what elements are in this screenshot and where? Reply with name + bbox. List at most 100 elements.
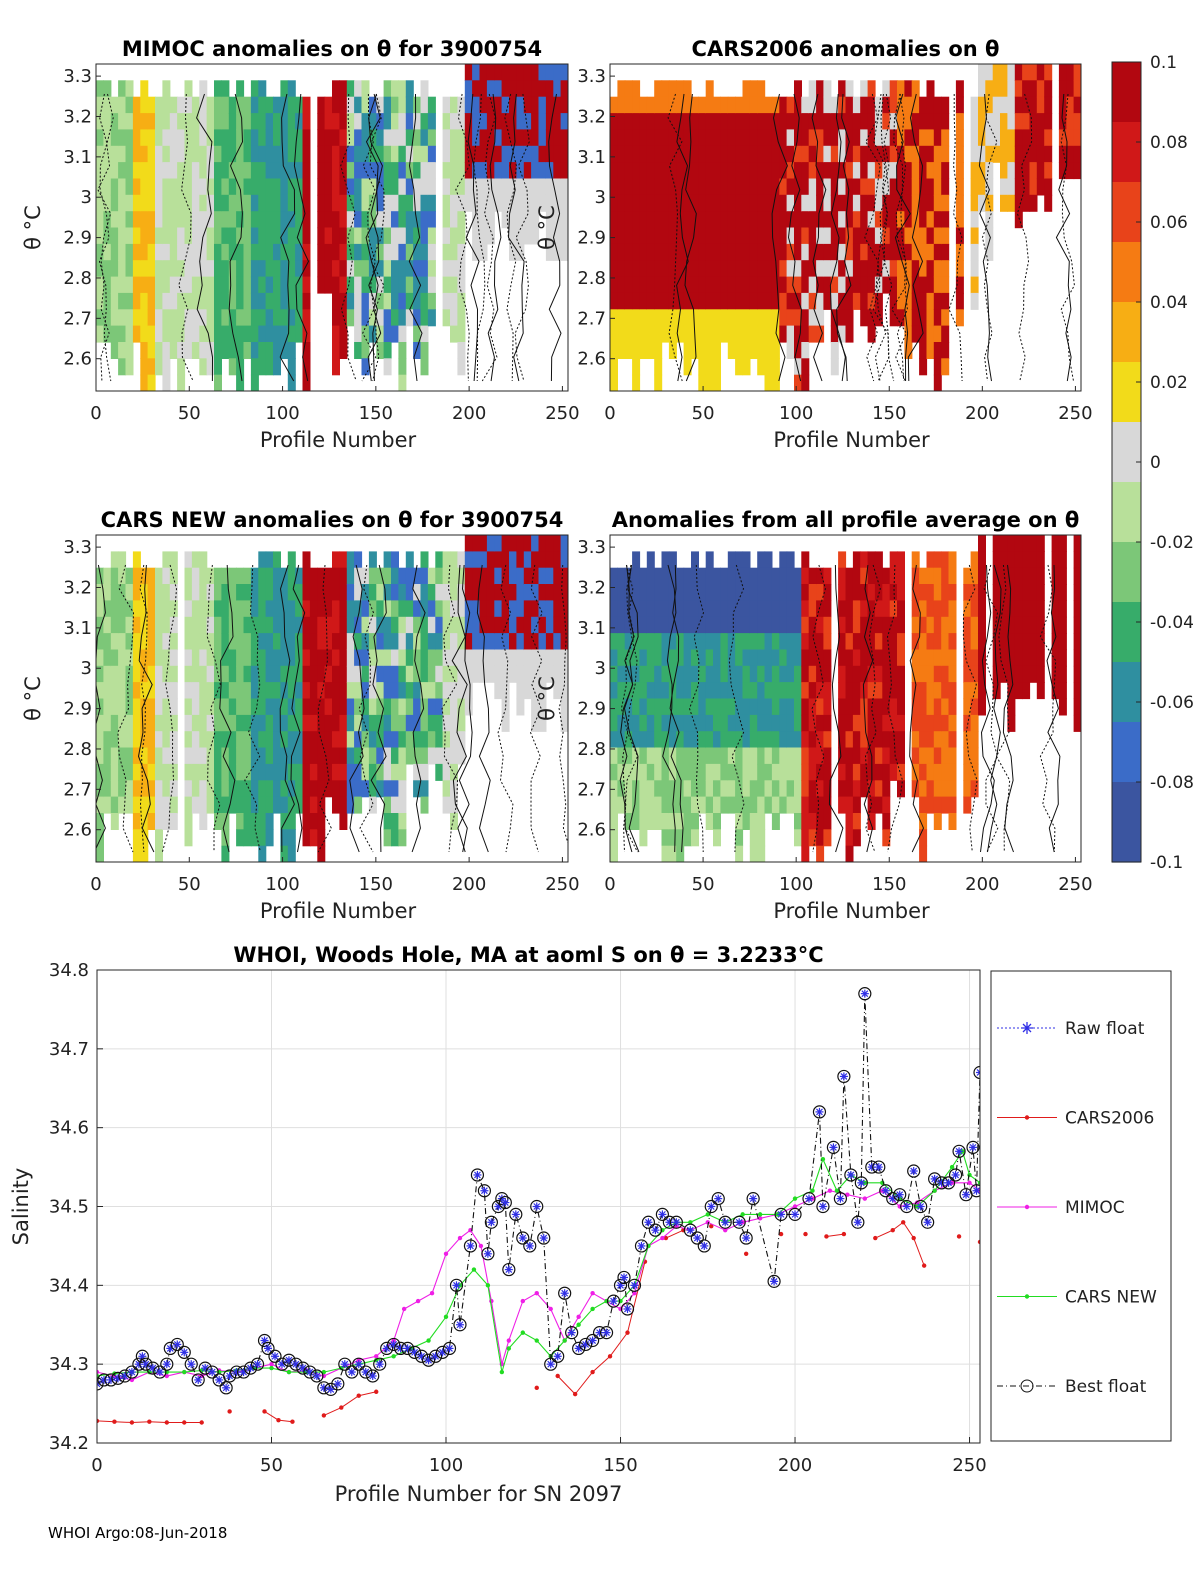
heat-cell xyxy=(236,292,245,310)
heat-cell xyxy=(735,682,744,700)
heat-cell xyxy=(823,796,832,814)
heat-cell xyxy=(852,796,861,814)
heat-cell xyxy=(346,309,355,327)
heat-cell xyxy=(1014,535,1023,552)
heat-cell xyxy=(457,731,466,749)
heat-cell xyxy=(668,325,677,343)
heat-cell xyxy=(450,325,458,343)
heat-cell xyxy=(668,551,677,569)
heat-cell xyxy=(941,731,950,749)
heat-cell xyxy=(110,633,119,651)
data-point xyxy=(590,1291,595,1296)
heat-cell xyxy=(639,145,648,163)
heat-cell xyxy=(1036,535,1045,552)
heat-cell xyxy=(538,178,547,196)
heat-cell xyxy=(250,649,259,667)
raw-float-marker xyxy=(857,1178,866,1187)
heat-cell xyxy=(413,567,422,585)
heat-cell xyxy=(287,616,296,634)
heat-cell xyxy=(933,96,942,114)
heat-cell xyxy=(258,227,267,245)
heat-cell xyxy=(236,763,245,781)
heat-cell xyxy=(155,649,163,667)
heat-cell xyxy=(302,551,311,569)
raw-float-marker xyxy=(836,1194,845,1203)
heat-cell xyxy=(523,682,532,700)
heat-cell xyxy=(779,567,788,585)
heat-cell xyxy=(978,162,986,180)
best-float-marker xyxy=(275,1357,289,1371)
heat-cell xyxy=(941,649,950,667)
heat-cell xyxy=(948,600,957,618)
heat-cell xyxy=(933,211,942,229)
heat-cell xyxy=(874,260,883,278)
heat-cell xyxy=(132,567,141,585)
heat-cell xyxy=(221,633,230,651)
heat-cell xyxy=(1066,145,1075,163)
heat-cell xyxy=(479,211,488,229)
heat-cell xyxy=(273,731,281,749)
heat-cell xyxy=(911,714,920,732)
heat-cell xyxy=(816,129,825,147)
heat-cell xyxy=(398,747,407,765)
heat-cell xyxy=(132,780,141,798)
heat-cell xyxy=(110,584,119,601)
heat-cell xyxy=(96,665,104,683)
heat-cell xyxy=(125,780,134,798)
heat-cell xyxy=(553,633,562,651)
heat-cell xyxy=(926,260,935,278)
heat-cell xyxy=(838,145,847,163)
heat-cell xyxy=(823,113,832,131)
heat-cell xyxy=(676,665,685,683)
ytick-label: 2.8 xyxy=(577,268,606,289)
heat-cell xyxy=(177,178,186,196)
heat-cell xyxy=(919,665,928,683)
heat-cell xyxy=(553,145,562,163)
heat-cell xyxy=(199,714,208,732)
heat-cell xyxy=(742,813,751,830)
x-axis-label: Profile Number for SN 2097 xyxy=(335,1482,623,1506)
heat-cell xyxy=(243,211,252,229)
heat-cell xyxy=(132,763,141,781)
heat-cell xyxy=(794,325,802,343)
heat-cell xyxy=(897,649,905,667)
best-float-marker xyxy=(223,1369,237,1383)
heat-cell xyxy=(786,780,795,798)
heat-cell xyxy=(486,178,495,196)
heat-cell xyxy=(273,211,281,229)
heat-cell xyxy=(889,584,898,601)
heat-cell xyxy=(742,616,751,634)
heat-cell xyxy=(553,535,562,552)
heat-cell xyxy=(118,763,127,781)
heat-cell xyxy=(479,96,488,114)
heat-cell xyxy=(383,178,392,196)
heat-cell xyxy=(273,96,281,114)
heat-cell xyxy=(442,194,451,212)
heat-cell xyxy=(771,714,780,732)
heat-cell xyxy=(948,698,957,716)
raw-float-marker xyxy=(445,1344,454,1353)
heat-cell xyxy=(472,162,481,180)
heat-cell xyxy=(720,129,729,147)
heat-cell xyxy=(346,796,355,814)
heat-cell xyxy=(280,292,289,310)
heat-cell xyxy=(361,665,370,683)
heat-cell xyxy=(420,731,429,749)
heat-cell xyxy=(169,731,178,749)
raw-float-marker xyxy=(347,1368,356,1377)
heat-cell xyxy=(698,780,707,798)
heat-cell xyxy=(654,665,663,683)
heat-cell xyxy=(361,567,370,585)
heat-cell xyxy=(911,243,920,261)
heat-cell xyxy=(720,649,729,667)
heat-cell xyxy=(199,649,208,667)
heat-cell xyxy=(816,747,825,765)
heat-cell xyxy=(867,145,876,163)
heat-cell xyxy=(464,665,473,683)
heat-cell xyxy=(405,129,414,147)
heat-cell xyxy=(698,162,707,180)
heat-cell xyxy=(140,567,149,585)
heat-cell xyxy=(155,211,163,229)
heat-cell xyxy=(250,129,259,147)
heat-cell xyxy=(265,145,274,163)
